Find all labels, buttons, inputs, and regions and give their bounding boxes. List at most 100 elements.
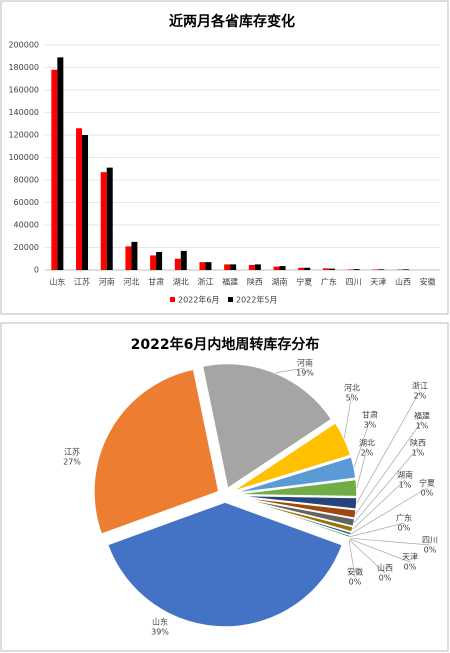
x-tick-label: 河北 [123, 277, 139, 287]
slice-value-label: 0% [421, 489, 434, 498]
slice-value-label: 2% [414, 392, 427, 401]
bar [298, 267, 305, 270]
slice-value-label: 1% [412, 449, 425, 458]
legend-swatch [170, 297, 175, 302]
slice-label: 山西 [377, 563, 393, 573]
pie-slice [231, 478, 358, 498]
slice-label: 河北 [344, 383, 360, 393]
slice-label: 江苏 [64, 447, 80, 457]
pie-slice [106, 501, 344, 628]
slice-value-label: 1% [399, 481, 412, 490]
y-tick-label: 160000 [8, 86, 39, 95]
bar [372, 269, 379, 270]
leader-line [353, 419, 371, 468]
bar [199, 262, 206, 270]
bar [322, 268, 329, 270]
bar [224, 264, 231, 270]
leader-line [356, 390, 421, 504]
bar [205, 262, 212, 270]
slice-value-label: 0% [424, 546, 437, 555]
bar [279, 266, 286, 270]
bar [353, 269, 360, 270]
slice-label: 山东 [152, 617, 168, 627]
bar [402, 269, 409, 270]
slice-value-label: 0% [379, 574, 392, 583]
slice-label: 安徽 [347, 567, 363, 577]
bar [76, 128, 83, 270]
bar [106, 167, 113, 270]
legend-swatch [228, 297, 233, 302]
slice-label: 河南 [297, 358, 313, 368]
slice-label: 天津 [402, 552, 418, 562]
y-tick-label: 40000 [14, 221, 39, 230]
y-tick-label: 60000 [14, 198, 39, 207]
slice-label: 陕西 [410, 438, 426, 448]
y-tick-label: 180000 [8, 63, 39, 72]
bar [347, 269, 354, 270]
bar [125, 246, 132, 270]
bar [230, 264, 237, 270]
bar [180, 250, 187, 270]
x-tick-label: 河南 [99, 277, 115, 287]
slice-label: 湖南 [397, 470, 413, 480]
bar [304, 267, 311, 270]
x-tick-label: 山东 [49, 277, 65, 287]
x-tick-label: 浙江 [197, 277, 213, 287]
pie-slice [230, 421, 352, 493]
leader-line [349, 537, 431, 546]
slice-value-label: 0% [349, 578, 362, 587]
slice-value-label: 39% [151, 628, 169, 637]
x-tick-label: 安徽 [420, 277, 436, 287]
slice-label: 甘肃 [362, 410, 378, 420]
leader-line [275, 367, 306, 374]
leader-line [355, 420, 423, 515]
slice-value-label: 27% [63, 458, 81, 467]
bar [131, 241, 138, 270]
x-tick-label: 湖北 [173, 278, 189, 287]
bar [156, 252, 163, 270]
bar [174, 258, 181, 270]
bar [273, 266, 280, 270]
leader-line [352, 479, 406, 530]
slice-label: 四川 [422, 536, 438, 545]
y-tick-label: 140000 [8, 108, 39, 117]
x-tick-label: 广东 [321, 277, 337, 287]
slice-label: 湖北 [359, 439, 375, 448]
bar [150, 255, 157, 270]
pie-slice [231, 455, 357, 495]
leader-line [350, 487, 428, 535]
x-tick-label: 四川 [346, 278, 362, 287]
slice-value-label: 19% [296, 369, 314, 378]
leader-line [349, 538, 411, 563]
y-tick-label: 200000 [8, 41, 39, 50]
bar [82, 135, 89, 270]
y-tick-label: 0 [34, 266, 39, 275]
x-tick-label: 宁夏 [296, 277, 312, 287]
y-tick-label: 100000 [8, 153, 39, 162]
slice-label: 广东 [396, 513, 412, 523]
pie-chart-title: 2022年6月内地周转库存分布 [131, 336, 320, 353]
y-tick-label: 20000 [14, 243, 39, 252]
slice-value-label: 3% [364, 421, 377, 430]
bar [378, 269, 385, 270]
slice-value-label: 0% [404, 563, 417, 572]
slice-value-label: 1% [416, 422, 429, 431]
bar [57, 57, 64, 270]
bar [328, 268, 335, 270]
slice-label: 福建 [414, 411, 430, 421]
leader-line [356, 447, 368, 489]
leader-line [343, 392, 353, 439]
slice-value-label: 0% [398, 524, 411, 533]
leader-line [348, 539, 386, 574]
x-tick-label: 湖南 [272, 277, 288, 287]
slice-value-label: 2% [361, 449, 374, 458]
x-tick-label: 山西 [395, 277, 411, 287]
slice-value-label: 5% [346, 394, 359, 403]
leader-line [353, 447, 419, 523]
x-tick-label: 甘肃 [148, 277, 164, 287]
y-tick-label: 120000 [8, 131, 39, 140]
x-tick-label: 福建 [222, 277, 238, 287]
slice-label: 浙江 [412, 381, 428, 391]
slice-label: 宁夏 [419, 478, 435, 488]
